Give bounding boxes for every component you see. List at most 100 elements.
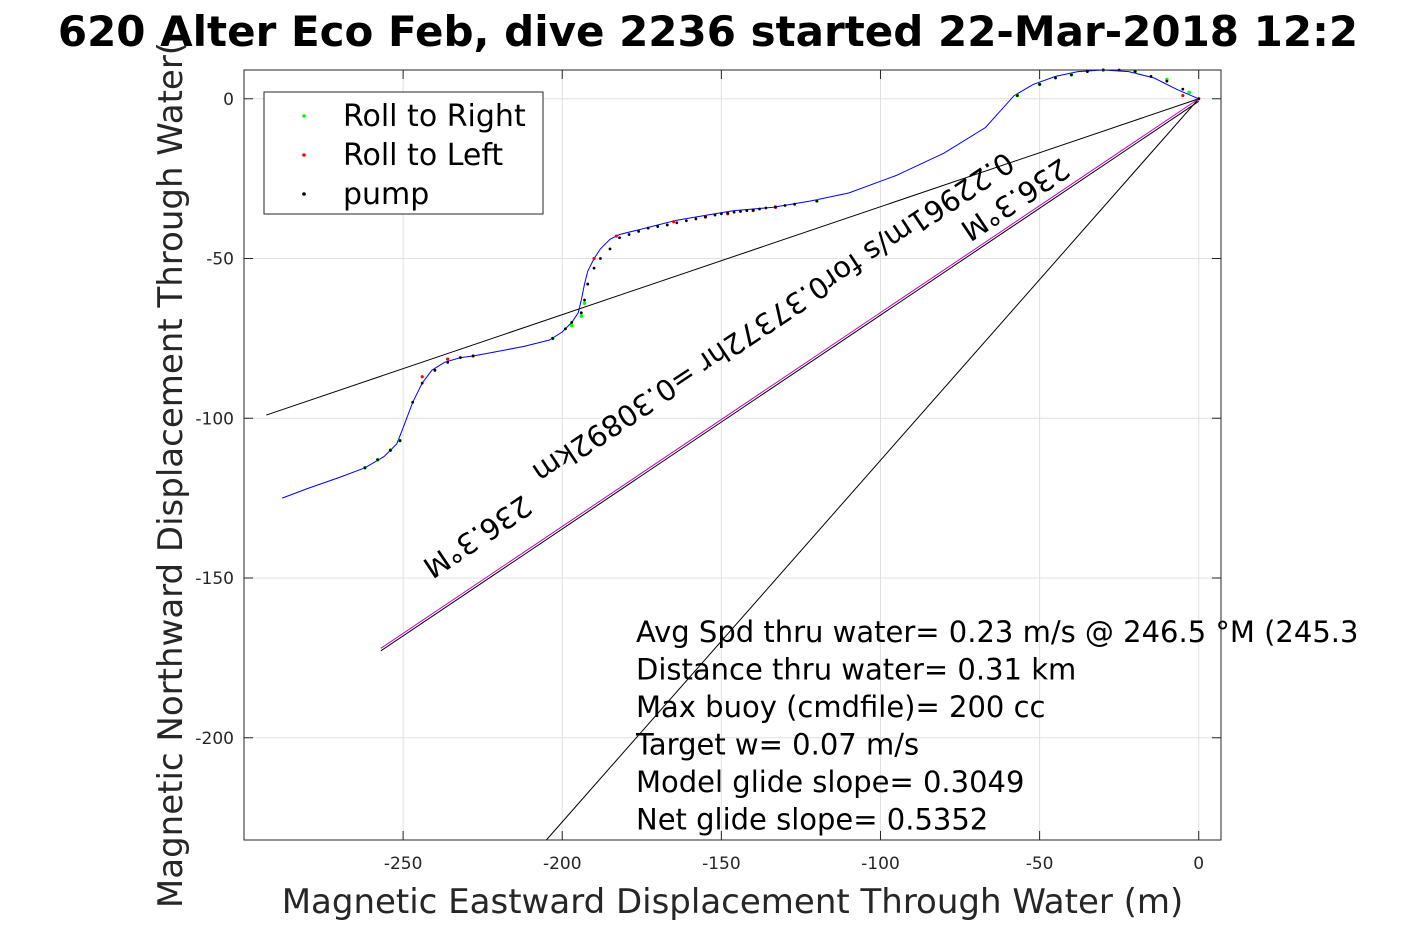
pump-point: [570, 321, 574, 324]
pump-point: [815, 199, 819, 203]
ticks: -250 -200 -150 -100 -50 0 0 -50 -100 -150 -200: [195, 70, 1221, 874]
roll-left-point: [1181, 93, 1185, 98]
pump-point: [646, 226, 650, 230]
pump-point: [1181, 87, 1185, 91]
pump-point: [656, 225, 660, 228]
pump-point: [411, 400, 415, 404]
y-tick-label: 0: [223, 90, 234, 110]
pump-point: [719, 212, 723, 216]
pump-point: [459, 356, 462, 359]
pump-point: [694, 217, 698, 221]
reference-line: [380, 98, 1200, 649]
pump-point: [586, 282, 590, 286]
stats-line: Target w= 0.07 m/s: [635, 728, 919, 762]
pump-point: [637, 229, 641, 233]
pump-point: [1015, 94, 1019, 97]
pump-point: [1070, 73, 1073, 77]
legend: Roll to Right Roll to Left pump: [263, 91, 544, 215]
stats-line: Max buoy (cmdfile)= 200 cc: [636, 690, 1045, 724]
stats-block: Avg Spd thru water= 0.23 m/s @ 246.5 °M …: [635, 615, 1358, 837]
legend-marker: [302, 153, 306, 157]
y-axis-label: Magnetic Northward Displacement Through …: [151, 42, 191, 908]
pump-point: [739, 210, 742, 213]
x-tick-label: -200: [543, 854, 582, 874]
pump-point: [471, 354, 475, 358]
pump-point: [758, 207, 761, 211]
roll-right-point: [582, 301, 587, 306]
pump-point: [583, 298, 586, 302]
pump-point: [726, 211, 730, 215]
stats-line: Avg Spd thru water= 0.23 m/s @ 246.5 °M …: [636, 615, 1358, 649]
x-tick-label: -250: [384, 854, 423, 874]
pump-point: [732, 210, 736, 214]
pump-point: [1085, 70, 1089, 73]
roll-left-point: [614, 234, 618, 238]
pump-point: [579, 311, 583, 315]
pump-point: [1054, 76, 1057, 80]
reference-lines: [266, 98, 1200, 841]
pump-point: [388, 448, 392, 452]
legend-entry-label: pump: [343, 177, 429, 212]
legend-entry-label: Roll to Right: [343, 99, 526, 134]
pump-point: [420, 381, 424, 385]
x-axis-label: Magnetic Eastward Displacement Through W…: [282, 882, 1184, 922]
pump-point: [433, 368, 437, 372]
pump-point: [745, 209, 749, 212]
y-tick-label: -50: [206, 250, 234, 270]
stats-line: Model glide slope= 0.3049: [636, 765, 1024, 799]
data-points: [363, 68, 1201, 470]
roll-right-point: [579, 314, 584, 318]
legend-box: [263, 91, 544, 215]
roll-left-point: [672, 220, 676, 224]
pump-point: [751, 208, 755, 212]
reference-line: [266, 98, 1199, 416]
legend-marker: [302, 192, 306, 196]
pump-point: [608, 247, 612, 251]
chart-title: 620 Alter Eco Feb, dive 2236 started 22-…: [58, 7, 1358, 56]
pump-point: [627, 233, 631, 236]
x-tick-label: 0: [1193, 854, 1204, 874]
stats-line: Net glide slope= 0.5352: [636, 803, 988, 837]
roll-right-point: [1187, 90, 1191, 95]
pump-point: [599, 257, 602, 260]
pump-point: [675, 221, 679, 225]
x-tick-label: -150: [702, 854, 741, 874]
y-tick-label: -150: [195, 569, 234, 589]
reference-line: [380, 100, 1200, 652]
legend-marker: [302, 114, 306, 118]
stats-line: Distance thru water= 0.31 km: [636, 653, 1076, 687]
roll-left-point: [446, 357, 450, 361]
pump-point: [398, 439, 402, 443]
pump-point: [1133, 70, 1137, 73]
roll-left-point: [420, 375, 424, 379]
pump-point: [564, 327, 567, 331]
pump-point: [704, 215, 707, 219]
roll-left-point: [592, 256, 596, 261]
pump-point: [774, 205, 777, 209]
x-tick-label: -50: [1026, 854, 1054, 874]
pump-point: [665, 223, 669, 227]
pump-point: [446, 360, 450, 364]
pump-point: [684, 219, 688, 223]
y-tick-label: -200: [195, 729, 234, 749]
reference-line: [545, 98, 1200, 841]
pump-point: [713, 213, 717, 217]
pump-point: [1165, 79, 1169, 83]
pump-point: [592, 266, 596, 270]
pump-point: [1197, 97, 1201, 101]
pump-point: [1038, 82, 1042, 86]
roll-right-point: [569, 323, 574, 328]
pump-point: [363, 466, 367, 470]
pump-point: [551, 336, 555, 340]
pump-point: [618, 236, 621, 240]
pump-point: [376, 458, 380, 462]
pump-point: [793, 202, 796, 206]
pump-point: [1149, 74, 1153, 78]
x-tick-label: -100: [861, 854, 900, 874]
pump-point: [764, 206, 768, 210]
legend-entry-label: Roll to Left: [343, 138, 503, 173]
axes-box: [243, 69, 1222, 841]
y-tick-label: -100: [195, 409, 234, 429]
